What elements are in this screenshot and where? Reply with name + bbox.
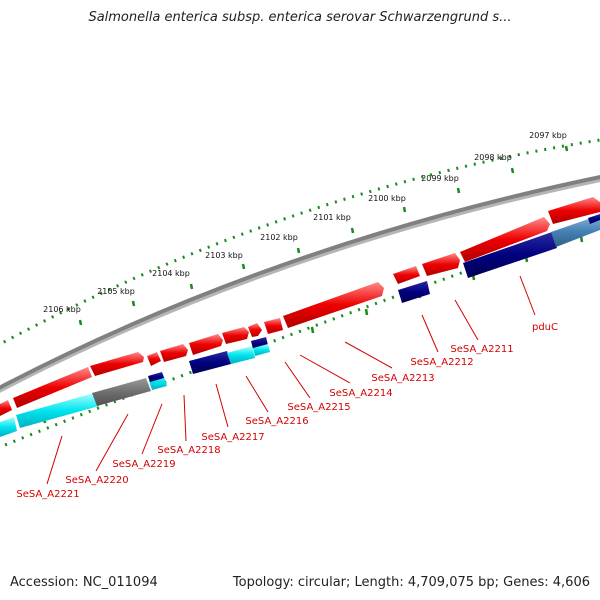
gene-feature — [463, 232, 557, 278]
ruler-label: 2098 kbp — [474, 153, 512, 162]
ruler-major-tick — [189, 283, 194, 290]
gene-label: SeSA_A2212 — [410, 357, 473, 368]
gene-label: SeSA_A2217 — [201, 432, 264, 443]
gene-feature — [588, 214, 600, 224]
leader-line — [454, 299, 479, 341]
ruler-label: 2105 kbp — [97, 287, 135, 296]
ruler-major-tick — [510, 167, 515, 174]
gene-feature — [551, 215, 600, 247]
gene-label: SeSA_A2213 — [371, 373, 434, 384]
ruler-label: 2099 kbp — [421, 174, 459, 183]
gene-feature — [147, 352, 161, 366]
outer-ruler-major-ticks — [78, 145, 569, 326]
leader-line — [344, 341, 393, 369]
gene-feature — [148, 372, 164, 382]
gene-feature — [16, 393, 99, 428]
leader-line — [215, 383, 229, 428]
accession-text: Accession: NC_011094 — [10, 575, 158, 590]
map-title: Salmonella enterica subsp. enterica sero… — [88, 10, 512, 25]
gene-feature — [227, 346, 255, 364]
inner-major-tick — [310, 326, 315, 334]
gene-label-leaders — [46, 275, 536, 485]
gene-label: pduC — [532, 322, 558, 333]
gene-feature — [160, 344, 188, 362]
gene-feature — [398, 281, 430, 303]
outer-ruler-dots — [0, 138, 600, 346]
gene-feature — [0, 400, 12, 416]
leader-line — [95, 413, 129, 472]
gene-feature — [548, 197, 600, 224]
reverse-strand-genes — [0, 214, 600, 437]
gene-feature — [264, 318, 283, 334]
gene-label: SeSA_A2215 — [287, 402, 350, 413]
gene-label: SeSA_A2220 — [65, 475, 128, 486]
ruler-label: 2100 kbp — [368, 194, 406, 203]
leader-line — [141, 403, 163, 455]
gene-label: SeSA_A2219 — [112, 459, 175, 470]
gene-feature — [460, 217, 550, 262]
ruler-labels: 2097 kbp 2098 kbp 2099 kbp 2100 kbp 2101 kbp… — [43, 131, 567, 314]
backbone-ring — [0, 175, 600, 390]
ruler-major-tick — [241, 263, 246, 270]
ruler-major-tick — [296, 247, 301, 254]
leader-line — [245, 375, 269, 413]
leader-line — [421, 314, 439, 353]
gene-feature — [13, 367, 92, 408]
ruler-label: 2097 kbp — [529, 131, 567, 140]
gene-label: SeSA_A2221 — [16, 489, 79, 500]
ruler-major-tick — [564, 145, 569, 152]
ruler-label: 2103 kbp — [205, 251, 243, 260]
gene-feature — [248, 323, 262, 337]
gene-label: SeSA_A2216 — [245, 416, 308, 427]
gene-label: SeSA_A2218 — [157, 445, 220, 456]
gene-feature — [222, 327, 249, 344]
gene-feature — [253, 344, 270, 356]
ruler-major-tick — [350, 227, 355, 234]
forward-strand-genes — [0, 197, 600, 416]
gene-feature — [283, 282, 384, 328]
ruler-major-tick — [402, 206, 407, 213]
gene-feature — [189, 334, 223, 355]
gene-feature — [189, 351, 231, 374]
backbone-shadow — [0, 176, 600, 393]
ruler-label: 2101 kbp — [313, 213, 351, 222]
leader-line — [46, 435, 63, 485]
gene-feature — [422, 253, 460, 276]
inner-major-tick — [364, 308, 369, 316]
ruler-label: 2104 kbp — [152, 269, 190, 278]
leader-line — [183, 394, 187, 442]
ruler-major-tick — [78, 319, 83, 326]
gene-feature — [393, 266, 420, 284]
ruler-major-tick — [131, 300, 136, 307]
gene-label: SeSA_A2214 — [329, 388, 392, 399]
gene-feature — [90, 352, 144, 376]
leader-line — [299, 354, 351, 384]
leader-line — [519, 275, 536, 316]
gene-labels: pduC SeSA_A2211 SeSA_A2212 SeSA_A2213 SeSA_A… — [16, 322, 558, 500]
gene-label: SeSA_A2211 — [450, 344, 513, 355]
ruler-label: 2102 kbp — [260, 233, 298, 242]
ruler-major-tick — [456, 187, 461, 194]
gene-feature — [0, 417, 17, 437]
leader-line — [284, 361, 311, 399]
ruler-label: 2106 kbp — [43, 305, 81, 314]
gene-feature — [92, 378, 151, 406]
topology-text: Topology: circular; Length: 4,709,075 bp… — [232, 575, 590, 590]
